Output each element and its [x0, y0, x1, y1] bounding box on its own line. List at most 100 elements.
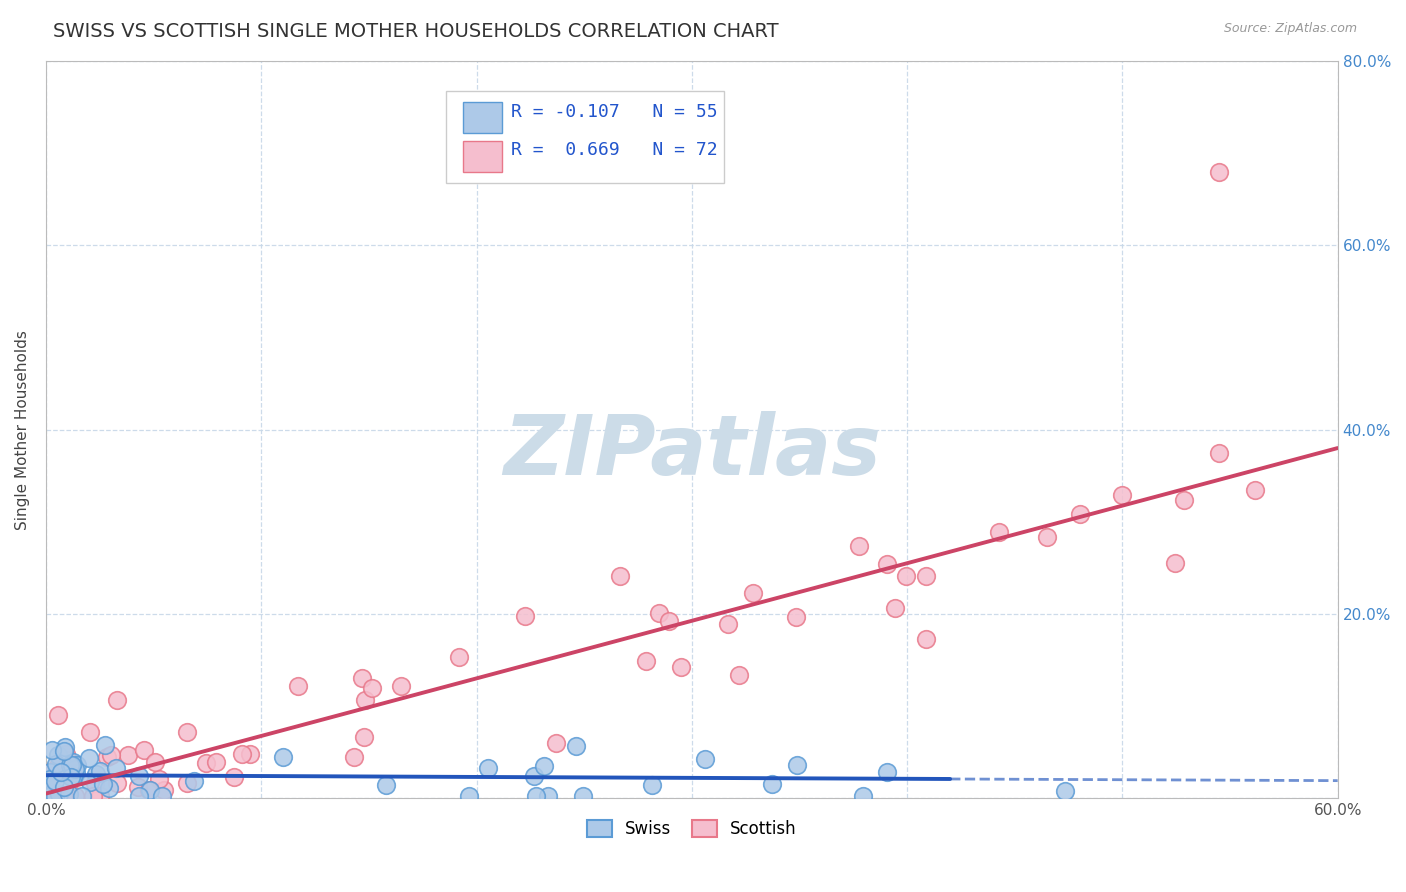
- Point: [39, 776, 62, 790]
- Point: [89, 789, 111, 804]
- Point: [63, 789, 86, 804]
- Point: [56, 789, 79, 804]
- Point: [66, 757, 89, 772]
- Point: [447, 649, 470, 664]
- Point: [391, 679, 413, 693]
- Text: Source: ZipAtlas.com: Source: ZipAtlas.com: [1223, 22, 1357, 36]
- Point: [883, 600, 905, 615]
- Point: [343, 750, 366, 764]
- Point: [39, 789, 62, 804]
- Point: [105, 776, 128, 790]
- Point: [48, 787, 70, 801]
- Point: [352, 671, 374, 685]
- Point: [354, 693, 377, 707]
- Point: [52, 780, 75, 795]
- Point: [785, 610, 807, 624]
- Point: [183, 774, 205, 789]
- Point: [44, 774, 66, 789]
- Point: [60, 757, 83, 772]
- Point: [148, 772, 170, 787]
- Point: [609, 568, 631, 582]
- Point: [176, 776, 198, 790]
- Point: [717, 616, 740, 631]
- Point: [1111, 488, 1133, 502]
- Y-axis label: Single Mother Households: Single Mother Households: [15, 330, 30, 530]
- Point: [513, 609, 536, 624]
- Point: [533, 758, 555, 772]
- Point: [915, 632, 938, 646]
- Point: [91, 777, 114, 791]
- Point: [46, 707, 69, 722]
- Point: [59, 758, 82, 772]
- Point: [52, 789, 75, 804]
- Point: [70, 789, 93, 804]
- Point: [138, 783, 160, 797]
- Point: [53, 789, 76, 804]
- Point: [63, 763, 86, 777]
- Text: ZIPatlas: ZIPatlas: [503, 411, 880, 492]
- Point: [727, 668, 749, 682]
- Point: [39, 789, 62, 804]
- Point: [565, 739, 588, 753]
- Point: [39, 789, 62, 804]
- Point: [1208, 164, 1230, 178]
- Point: [98, 780, 121, 795]
- Point: [62, 755, 84, 769]
- Point: [105, 693, 128, 707]
- Point: [458, 789, 481, 804]
- Point: [105, 761, 128, 775]
- Point: [60, 770, 83, 784]
- Point: [648, 606, 671, 620]
- Point: [128, 789, 150, 804]
- Point: [1036, 530, 1059, 544]
- Point: [786, 758, 808, 772]
- Point: [987, 524, 1010, 539]
- Point: [138, 782, 160, 797]
- Point: [671, 660, 693, 674]
- Point: [128, 769, 150, 783]
- Point: [39, 789, 62, 804]
- Text: R =  0.669   N = 72: R = 0.669 N = 72: [510, 141, 717, 159]
- Point: [876, 765, 898, 780]
- Point: [79, 775, 101, 789]
- Point: [117, 747, 139, 762]
- Point: [49, 764, 72, 779]
- Point: [46, 747, 69, 762]
- Point: [239, 747, 262, 761]
- Point: [89, 764, 111, 778]
- Point: [143, 756, 166, 770]
- Point: [231, 747, 253, 761]
- Point: [915, 569, 938, 583]
- Point: [287, 679, 309, 693]
- Point: [848, 539, 870, 553]
- Point: [56, 789, 79, 804]
- Point: [41, 742, 63, 756]
- Point: [65, 765, 87, 780]
- Point: [82, 789, 104, 804]
- Point: [546, 735, 568, 749]
- Point: [742, 585, 765, 599]
- Point: [53, 740, 76, 755]
- Point: [1164, 556, 1187, 570]
- Point: [96, 749, 118, 764]
- Point: [194, 756, 217, 770]
- Point: [127, 780, 149, 794]
- Point: [39, 789, 62, 804]
- Point: [48, 756, 70, 771]
- Point: [852, 789, 875, 804]
- Point: [361, 681, 384, 695]
- Point: [55, 747, 77, 761]
- Point: [375, 778, 398, 792]
- Point: [522, 769, 544, 783]
- Point: [1173, 492, 1195, 507]
- Point: [658, 614, 681, 628]
- Text: R = -0.107   N = 55: R = -0.107 N = 55: [510, 103, 717, 121]
- Point: [93, 738, 115, 752]
- Point: [84, 767, 107, 781]
- Point: [100, 748, 122, 763]
- Point: [353, 730, 375, 744]
- Point: [53, 744, 76, 758]
- Point: [56, 753, 79, 767]
- Point: [132, 743, 155, 757]
- Point: [1053, 783, 1076, 797]
